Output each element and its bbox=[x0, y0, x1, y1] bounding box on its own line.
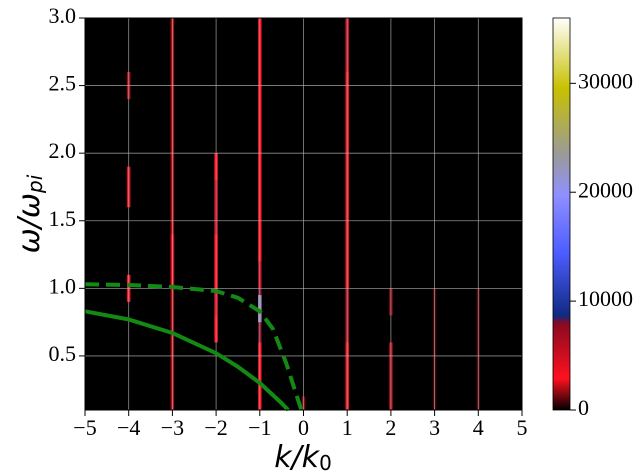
curve bbox=[84, 282, 304, 411]
x-tick-label: 1 bbox=[342, 415, 353, 440]
x-axis-label: k/k0 bbox=[274, 440, 332, 475]
colorbar-tick-label: 0 bbox=[578, 395, 589, 420]
x-tick-label: 0 bbox=[298, 415, 309, 440]
curve bbox=[84, 309, 290, 412]
x-tick-label: 5 bbox=[517, 415, 528, 440]
x-tick-label: −3 bbox=[161, 415, 184, 440]
x-tick-label: −2 bbox=[204, 415, 227, 440]
y-tick-label: 3.0 bbox=[49, 3, 77, 28]
x-tick-label: −1 bbox=[248, 415, 271, 440]
y-tick-label: 0.5 bbox=[49, 341, 77, 366]
x-tick-label: 3 bbox=[429, 415, 440, 440]
plot-frame bbox=[84, 17, 523, 411]
y-tick-label: 1.0 bbox=[49, 273, 77, 298]
x-tick-label: 4 bbox=[473, 415, 484, 440]
y-tick-label: 2.0 bbox=[49, 138, 77, 163]
x-tick-label: 2 bbox=[385, 415, 396, 440]
colorbar-tick-label: 30000 bbox=[578, 68, 633, 93]
y-tick-label: 2.5 bbox=[49, 71, 77, 96]
colorbar-tick-label: 20000 bbox=[578, 177, 633, 202]
colorbar bbox=[552, 17, 571, 411]
y-axis-label: ω/ωpi bbox=[12, 174, 47, 253]
x-tick-label: −4 bbox=[117, 415, 140, 440]
y-tick-label: 1.5 bbox=[49, 206, 77, 231]
x-tick-label: −5 bbox=[73, 415, 96, 440]
colorbar-tick-label: 10000 bbox=[578, 286, 633, 311]
